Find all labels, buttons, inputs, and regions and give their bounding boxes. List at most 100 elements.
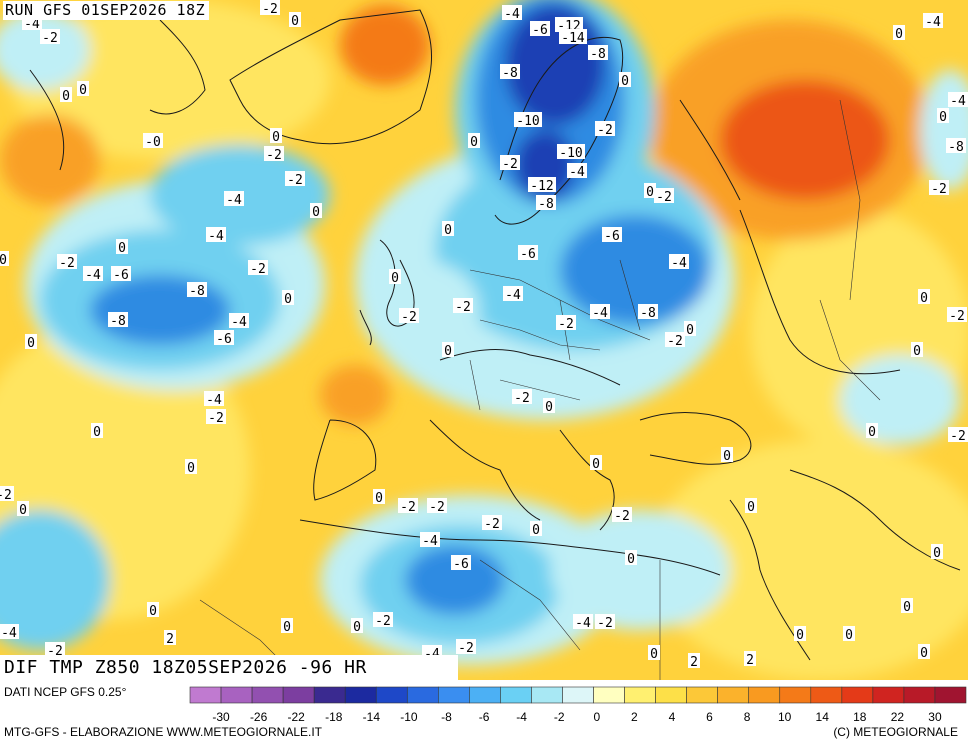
- contour-label: -4: [950, 94, 966, 109]
- legend-swatch: [251, 686, 284, 704]
- cold-area-poland: [560, 215, 710, 325]
- contour-label-box: [281, 618, 293, 633]
- contour-label-box: [502, 5, 522, 20]
- contour-label: -2: [484, 517, 500, 532]
- contour-label-box: [556, 315, 576, 330]
- legend-tick-label: 22: [891, 710, 905, 724]
- contour-label: 0: [920, 291, 928, 306]
- temperature-anomaly-map: -4-2-200 0-0 0-2-2-40-40-2-4 -6 -2-80-8 -4-60…: [0, 0, 968, 680]
- contour-label-box: [83, 266, 103, 281]
- contour-label: 0: [62, 89, 70, 104]
- contour-label: -2: [458, 641, 474, 656]
- contour-label-box: [420, 532, 440, 547]
- legend-swatch-group: [189, 686, 967, 704]
- contour-label-box: [17, 501, 29, 516]
- contour-label-box: [229, 313, 249, 328]
- contour-label: 0: [627, 552, 635, 567]
- contour-label: 0: [845, 628, 853, 643]
- contour-label-box: [147, 602, 159, 617]
- contour-label-box: [911, 342, 923, 357]
- contour-label-box: [518, 245, 538, 260]
- legend-swatch: [934, 686, 967, 704]
- contour-label-box: [248, 260, 268, 275]
- legend-tick-label: -14: [363, 710, 381, 724]
- contour-label: -2: [455, 300, 471, 315]
- contour-label-box: [310, 203, 322, 218]
- contour-label-box: [530, 21, 550, 36]
- contour-label: 0: [532, 523, 540, 538]
- legend-swatch: [872, 686, 905, 704]
- contour-label-box: [866, 423, 878, 438]
- contour-label: 0: [545, 400, 553, 415]
- contour-label: 0: [312, 205, 320, 220]
- contour-label: 2: [166, 632, 174, 647]
- run-title: RUN GFS 01SEP2026 18Z: [3, 1, 210, 20]
- legend-swatch: [717, 686, 750, 704]
- legend-swatch: [593, 686, 625, 704]
- legend-tick-label: -30: [212, 710, 230, 724]
- contour-label-box: [665, 332, 685, 347]
- contour-label-box: [536, 195, 556, 210]
- contour-label-box: [514, 112, 542, 127]
- contour-label: 0: [920, 646, 928, 661]
- contour-label: -14: [561, 31, 585, 46]
- contour-label-box: [399, 308, 419, 323]
- contour-label: -2: [42, 31, 58, 46]
- contour-label-box: [0, 251, 9, 266]
- legend-tick-label: -2: [554, 710, 565, 724]
- contour-label-group: -4-2-200 0-0 0-2-2-40-40-2-4 -6 -2-80-8 -4-60…: [0, 0, 968, 670]
- contour-label: -2: [400, 500, 416, 515]
- contour-label-box: [843, 626, 855, 641]
- contour-label: -6: [520, 247, 536, 262]
- legend-swatch: [624, 686, 656, 704]
- contour-label-box: [567, 163, 587, 178]
- contour-label-box: [164, 630, 176, 645]
- contour-label: 0: [272, 130, 280, 145]
- contour-label-box: [0, 624, 19, 639]
- contour-label-box: [442, 342, 454, 357]
- contour-label-box: [744, 651, 756, 666]
- contour-label: 0: [93, 425, 101, 440]
- contour-label-box: [289, 12, 301, 27]
- contour-label-box: [270, 128, 282, 143]
- contour-label: -2: [0, 488, 12, 503]
- legend-tick-label: 18: [853, 710, 867, 724]
- contour-label: -8: [948, 140, 964, 155]
- contour-label: -4: [592, 306, 608, 321]
- contour-label: 0: [939, 110, 947, 125]
- contour-label-box: [684, 321, 696, 336]
- contour-label-box: [688, 653, 700, 668]
- contour-label-box: [612, 507, 632, 522]
- contour-label-box: [206, 227, 226, 242]
- legend-tick-label: 4: [669, 710, 676, 724]
- legend-swatch: [903, 686, 936, 704]
- legend-swatch: [655, 686, 687, 704]
- contour-label-box: [901, 598, 913, 613]
- contour-label-box: [948, 427, 968, 442]
- contour-label: 0: [686, 323, 694, 338]
- legend-tick-label: 6: [706, 710, 713, 724]
- contour-label: 0: [118, 241, 126, 256]
- cold-area-west-africa: [0, 510, 110, 650]
- contour-label-box: [555, 17, 583, 32]
- contour-label-box: [40, 29, 60, 44]
- contour-label: 0: [868, 425, 876, 440]
- contour-label-box: [948, 92, 968, 107]
- contour-label: 0: [913, 344, 921, 359]
- contour-label: 0: [284, 292, 292, 307]
- contour-label: 0: [27, 336, 35, 351]
- contour-label-box: [116, 239, 128, 254]
- contour-label-box: [91, 423, 103, 438]
- contour-label-box: [644, 183, 656, 198]
- contour-label-box: [282, 290, 294, 305]
- contour-label-box: [45, 642, 65, 657]
- contour-label: 0: [903, 600, 911, 615]
- contour-label-box: [373, 612, 393, 627]
- cold-area-sahara-deep: [405, 545, 505, 615]
- contour-label: -4: [925, 15, 941, 30]
- contour-label-box: [442, 221, 454, 236]
- contour-label: 2: [690, 655, 698, 670]
- contour-label-box: [602, 227, 622, 242]
- contour-label-box: [57, 254, 77, 269]
- contour-label: -4: [505, 288, 521, 303]
